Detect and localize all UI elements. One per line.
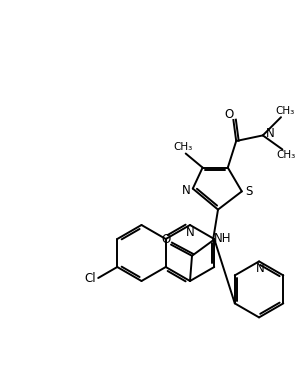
Text: O: O	[225, 109, 234, 121]
Text: Cl: Cl	[84, 272, 96, 284]
Text: CH₃: CH₃	[173, 142, 192, 152]
Text: S: S	[245, 185, 252, 198]
Text: O: O	[162, 233, 171, 246]
Text: N: N	[181, 184, 190, 197]
Text: CH₃: CH₃	[277, 151, 296, 160]
Text: NH: NH	[214, 232, 232, 245]
Text: CH₃: CH₃	[275, 106, 295, 116]
Text: N: N	[266, 127, 274, 140]
Text: N: N	[186, 227, 194, 239]
Text: N: N	[256, 262, 264, 275]
